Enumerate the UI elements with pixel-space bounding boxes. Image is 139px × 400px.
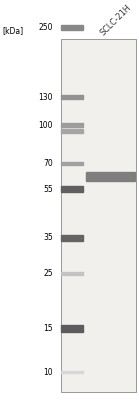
Text: 70: 70 — [43, 159, 53, 168]
Text: 130: 130 — [39, 93, 53, 102]
Text: 25: 25 — [44, 269, 53, 278]
Bar — [61, 129, 83, 132]
Bar — [61, 371, 83, 374]
Text: 100: 100 — [39, 121, 53, 130]
Text: 15: 15 — [44, 324, 53, 333]
Bar — [61, 39, 136, 392]
Bar — [61, 272, 83, 276]
Bar — [61, 123, 83, 127]
Text: 250: 250 — [39, 22, 53, 32]
Bar — [61, 186, 83, 192]
Bar — [61, 24, 83, 30]
Bar — [61, 235, 83, 241]
Bar — [86, 172, 135, 181]
Text: SCLC-21H: SCLC-21H — [99, 3, 133, 37]
Text: [kDa]: [kDa] — [3, 26, 24, 35]
Bar — [61, 326, 83, 332]
Text: 35: 35 — [43, 233, 53, 242]
Bar — [61, 95, 83, 99]
Text: 55: 55 — [43, 185, 53, 194]
Text: 10: 10 — [44, 368, 53, 376]
Bar — [61, 162, 83, 165]
